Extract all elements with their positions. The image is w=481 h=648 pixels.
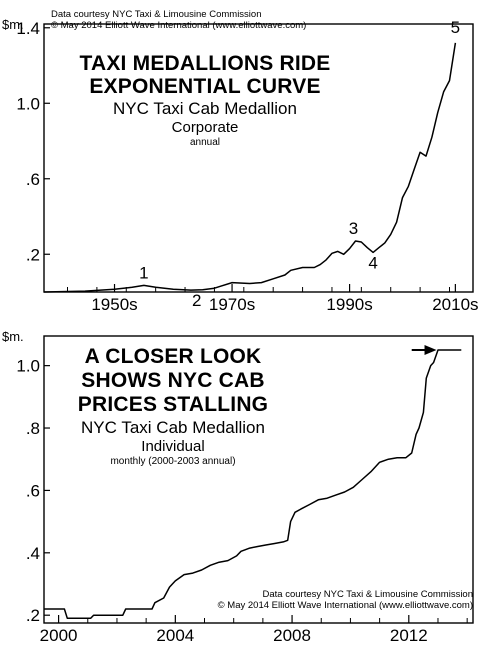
chart1-y-tick-label: .2 [26,245,40,264]
chart1-x-tick-label: 1950s [91,295,137,314]
chart1-wave-label: 4 [368,253,377,272]
chart1-y-tick-label: 1.0 [16,94,40,113]
chart1-plot-frame [43,23,474,293]
chart1-wave-label: 5 [451,18,460,37]
chart2-credit-line-2: © May 2014 Elliott Wave International (w… [217,600,473,611]
chart2-series-line [44,349,462,620]
chart2-x-tick-label: 2012 [390,626,428,645]
chart2-y-tick-label: .6 [26,481,40,500]
chart2-y-unit-label: $m. [2,329,24,344]
chart2-credit: Data courtesy NYC Taxi & Limousine Commi… [218,589,473,611]
chart1-credit: Data courtesy NYC Taxi & Limousine Commi… [51,9,306,31]
chart2-y-tick-label: 1.0 [16,357,40,376]
chart1-frequency: annual [189,137,221,148]
chart1-title-block: TAXI MEDALLIONS RIDE EXPONENTIAL CURVE N… [60,52,350,149]
chart2-x-tick-label: 2004 [156,626,194,645]
chart2-title-line-1: A CLOSER LOOK [84,345,262,368]
chart2-category: Individual [141,438,205,455]
chart2-plot-frame [43,335,474,624]
chart1-wave-label: 3 [349,219,358,238]
chart2-title-block: A CLOSER LOOK SHOWS NYC CAB PRICES STALL… [48,345,298,468]
chart1-title-line-2: EXPONENTIAL CURVE [89,75,321,98]
chart1-y-tick-label: .6 [26,170,40,189]
chart2-y-tick-label: .8 [26,419,40,438]
chart1-title-line-1: TAXI MEDALLIONS RIDE [79,52,331,75]
chart1-wave-label: 1 [139,263,148,282]
chart1-wave-label: 2 [192,291,201,310]
chart1-y-unit-label: $m. [2,17,24,32]
chart-corporate-medallion: $m. .2 .6 1.0 1.4 1950s 1970s 1990s 2010s 1 2 34 5 [2,17,479,314]
chart1-subtitle: NYC Taxi Cab Medallion [113,99,297,118]
chart2-arrow-head [424,345,437,356]
chart1-y-tick-label: 1.4 [16,19,40,38]
chart-individual-medallion: $m. .2 .4 .6 .8 1.0 2000 2004 2008 2012 [2,329,474,645]
chart2-subtitle: NYC Taxi Cab Medallion [81,418,265,437]
chart2-title-line-3: PRICES STALLING [77,393,269,416]
chart2-y-tick-label: .4 [26,544,40,563]
chart2-frequency: monthly (2000-2003 annual) [110,456,236,467]
chart2-y-tick-label: .2 [26,606,40,625]
chart2-title-line-2: SHOWS NYC CAB [81,369,265,392]
chart1-credit-line-2: © May 2014 Elliott Wave International (w… [51,20,307,31]
chart1-series-line [43,42,457,293]
chart2-credit-line-1: Data courtesy NYC Taxi & Limousine Commi… [262,589,473,600]
chart2-x-tick-label: 2008 [273,626,311,645]
chart1-x-tick-label: 1990s [326,295,372,314]
chart1-credit-line-1: Data courtesy NYC Taxi & Limousine Commi… [51,9,262,20]
chart1-x-tick-label: 1970s [209,295,255,314]
chart2-x-tick-label: 2000 [40,626,78,645]
chart1-category: Corporate [171,119,239,136]
chart1-x-tick-label: 2010s [432,295,478,314]
